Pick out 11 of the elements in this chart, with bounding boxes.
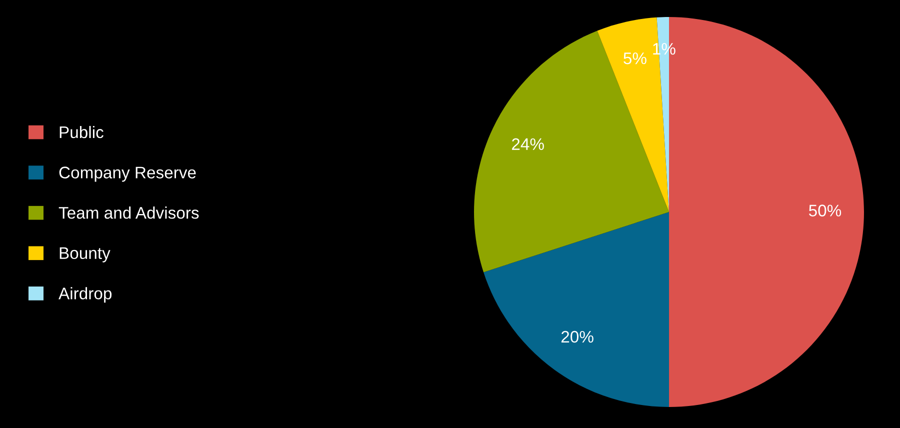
data-label: 24%: [512, 138, 544, 150]
legend-label: Airdrop: [58, 287, 112, 303]
legend-label: Company Reserve: [59, 166, 196, 182]
data-label: 50%: [808, 204, 842, 216]
legend-label: Team and Advisors: [58, 206, 199, 219]
data-label: 5%: [624, 52, 646, 64]
data-label: 1%: [653, 42, 676, 55]
legend-label: Bounty: [60, 247, 110, 262]
data-label: 20%: [561, 330, 594, 343]
pie-slice: [484, 212, 669, 407]
legend-label: Public: [60, 126, 104, 138]
